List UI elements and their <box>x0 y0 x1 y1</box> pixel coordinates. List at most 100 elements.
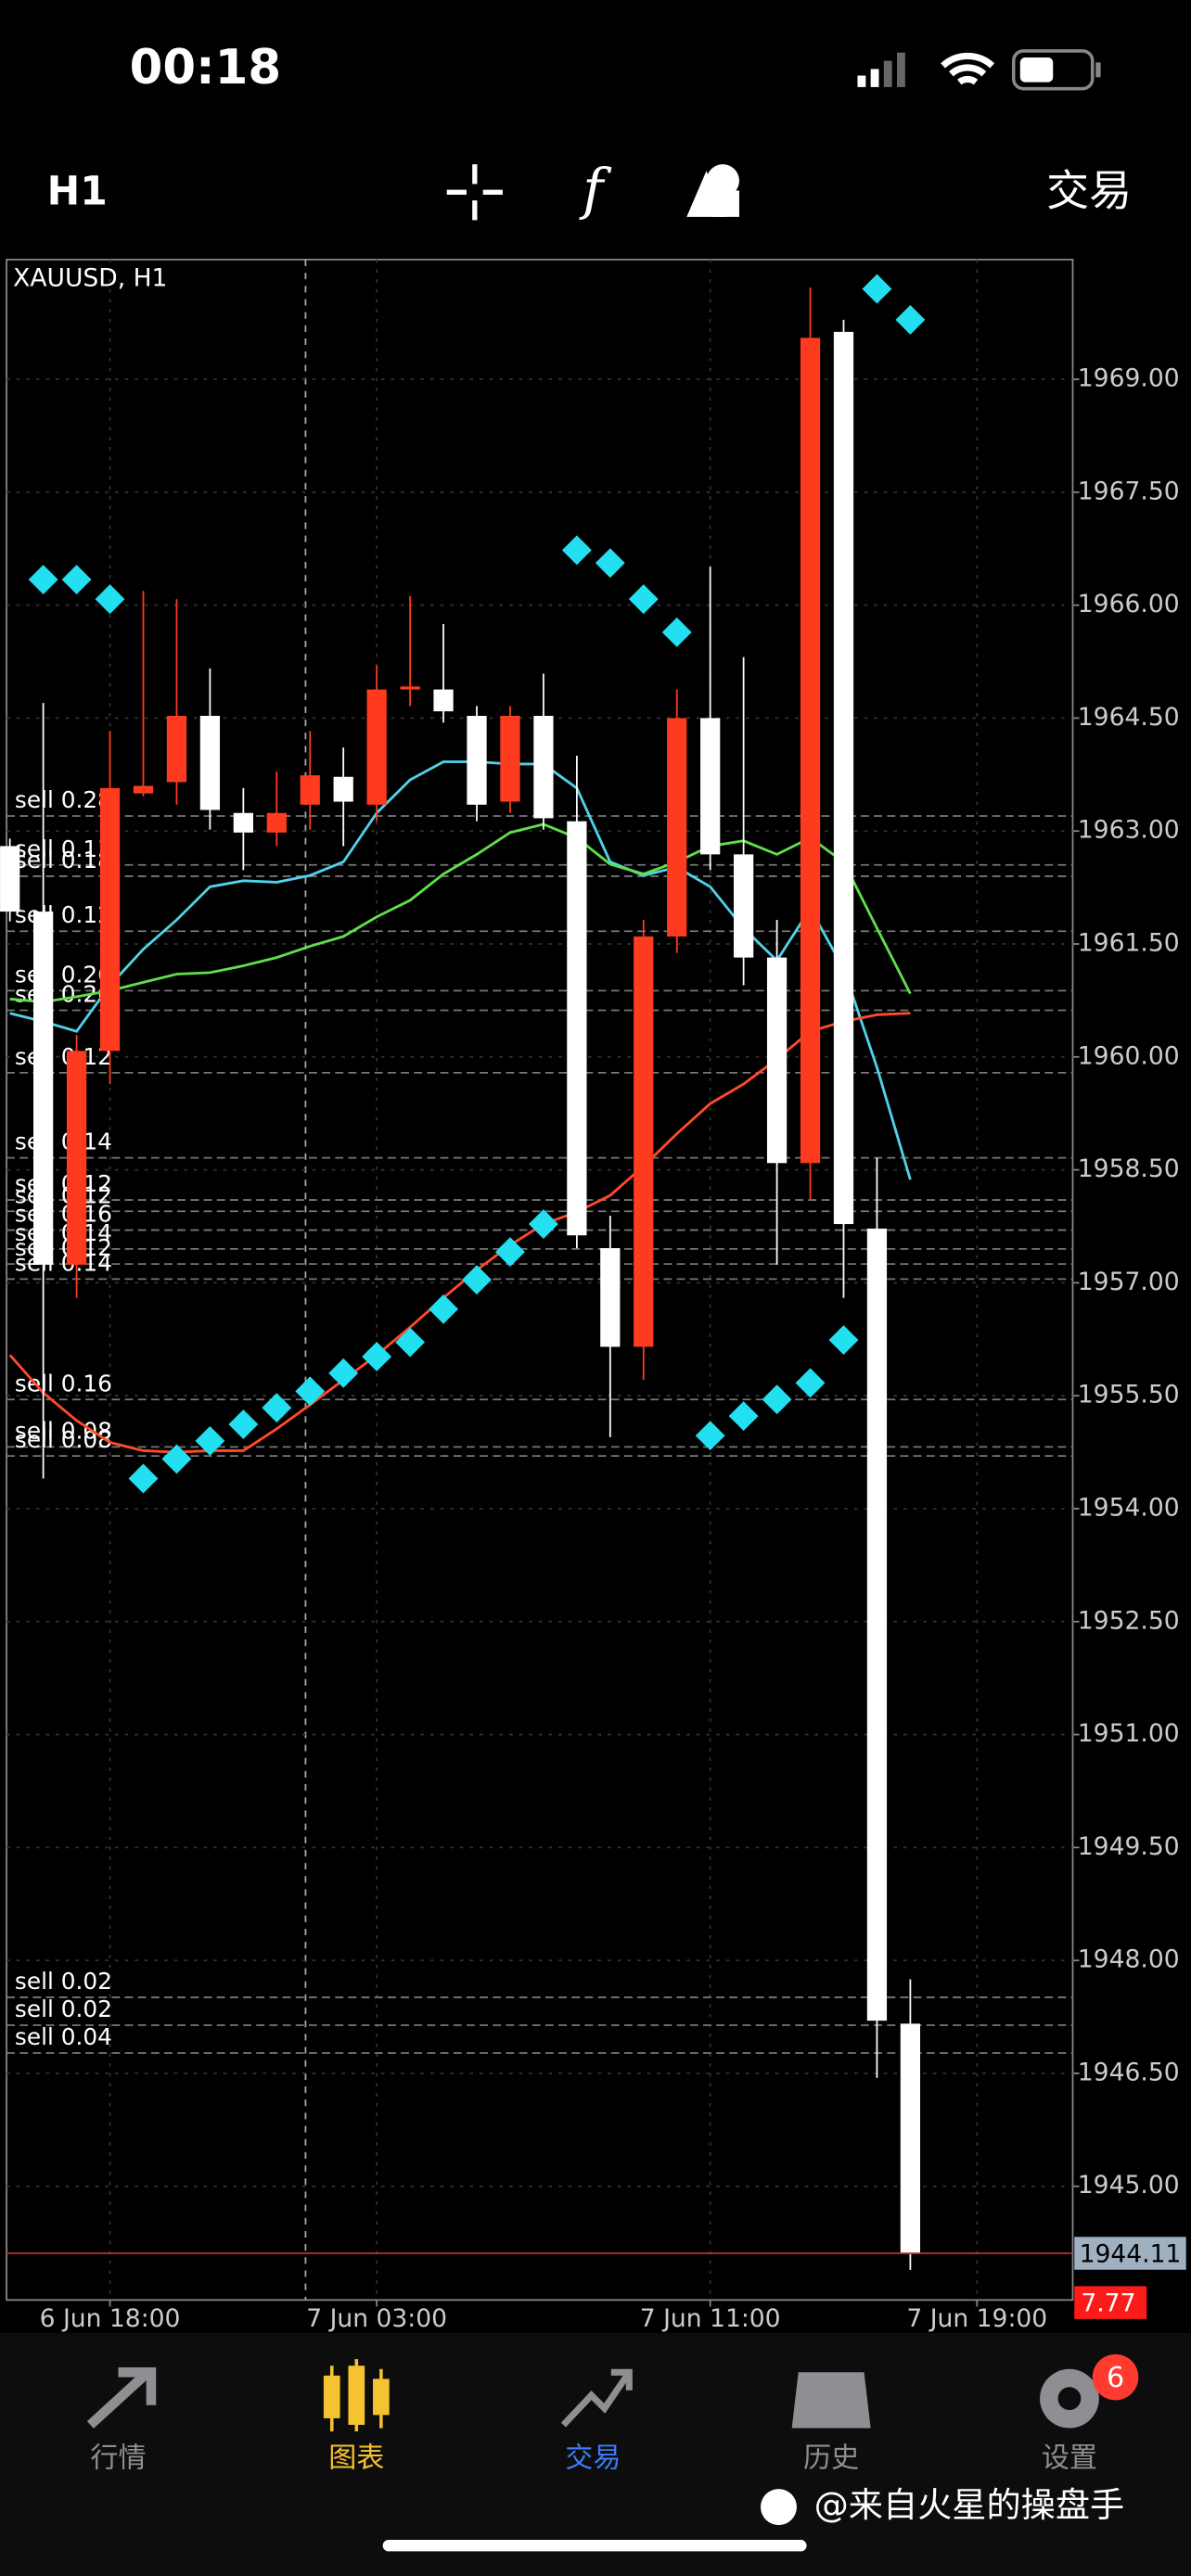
order-label: sell 0.26 <box>15 961 112 988</box>
x-tick-label: 6 Jun 18:00 <box>40 2304 181 2333</box>
sar-dot <box>728 1401 759 1432</box>
order-label: sell 0.12 <box>15 1181 112 1208</box>
x-tick-label: 7 Jun 11:00 <box>640 2304 781 2333</box>
y-tick-label: 1952.50 <box>1078 1606 1180 1635</box>
tab-label[interactable]: 行情 <box>90 2442 146 2475</box>
sar-dot <box>661 617 692 647</box>
order-label: sell 0.28 <box>15 786 112 813</box>
sar-dot <box>695 1421 725 1451</box>
y-tick-label: 1948.00 <box>1078 1945 1180 1974</box>
trade-icon[interactable] <box>560 2368 633 2428</box>
candle-body <box>199 715 221 810</box>
home-indicator <box>382 2540 807 2552</box>
order-label: sell 0.14 <box>15 1129 112 1155</box>
sar-dot <box>328 1358 359 1388</box>
sar-dot <box>828 1325 859 1356</box>
badge-count: 6 <box>1107 2362 1124 2394</box>
quotes-icon[interactable] <box>86 2366 157 2429</box>
candle-body <box>900 2023 921 2254</box>
candle-body <box>133 785 154 794</box>
order-label: sell 0.14 <box>15 1219 112 1246</box>
order-label: sell 0.12 <box>15 1234 112 1261</box>
order-label: sell 0.08 <box>15 1426 112 1453</box>
sar-dot <box>628 584 659 615</box>
sar-dot <box>128 1463 159 1494</box>
sar-dot <box>95 584 125 615</box>
order-label: sell 0.13 <box>15 835 112 862</box>
price-label: 1944.11 <box>1080 2239 1182 2268</box>
y-tick-label: 1960.00 <box>1078 1041 1180 1070</box>
order-label: sell 0.08 <box>15 1417 112 1444</box>
order-label: sell 0.14 <box>15 1249 112 1276</box>
y-tick-label: 1957.00 <box>1078 1268 1180 1296</box>
sar-dot <box>595 548 625 579</box>
tab-label[interactable]: 图表 <box>328 2442 384 2475</box>
order-label: sell 0.12 <box>15 1170 112 1197</box>
order-label: sell 0.02 <box>15 1968 112 1995</box>
order-label: sell 0.16 <box>15 1370 112 1396</box>
candle-body <box>233 812 253 833</box>
chart: 1945.00 1946.50 1948.00 1949.50 1951.00 1952.… <box>0 259 1186 2333</box>
candle-body <box>766 957 788 1164</box>
moving-average <box>9 823 912 1003</box>
tab-label[interactable]: 设置 <box>1042 2442 1097 2475</box>
status-time: 00:18 <box>130 40 281 96</box>
profit-label: 7.77 <box>1081 2289 1135 2317</box>
y-tick-label: 1949.50 <box>1078 1832 1180 1861</box>
y-tick-label: 1946.50 <box>1078 2058 1180 2086</box>
candle-body <box>166 715 187 783</box>
settings-icon[interactable] <box>1040 2368 1099 2429</box>
candle-body <box>66 1051 87 1265</box>
sar-dot <box>429 1294 459 1324</box>
candle-body <box>467 715 487 805</box>
candle-body <box>600 1248 621 1347</box>
tab-label[interactable]: 交易 <box>565 2442 621 2475</box>
objects-button[interactable] <box>686 164 739 217</box>
tab-bar <box>0 2332 1191 2576</box>
x-tick-label: 7 Jun 03:00 <box>306 2304 447 2333</box>
sar-dot <box>528 1209 558 1240</box>
sar-dot <box>895 304 926 335</box>
candle-body <box>634 936 654 1347</box>
chart-icon[interactable] <box>323 2359 390 2432</box>
candle-body <box>800 338 821 1164</box>
candle-body <box>734 854 754 958</box>
order-label: sell 0.04 <box>15 2023 112 2050</box>
candle-body <box>567 821 587 1236</box>
y-tick-label: 1951.00 <box>1078 1719 1180 1748</box>
order-label: sell 0.16 <box>15 1201 112 1228</box>
profit-box <box>1074 2286 1147 2319</box>
y-tick-label: 1966.00 <box>1078 590 1180 618</box>
chart-title: XAUUSD, H1 <box>13 264 167 293</box>
watermark-logo <box>760 2489 797 2526</box>
sar-dot <box>28 565 58 594</box>
tab-label[interactable]: 历史 <box>803 2442 859 2475</box>
timeframe-button[interactable]: H1 <box>47 170 108 215</box>
history-icon[interactable] <box>791 2372 871 2429</box>
sar-dot <box>228 1409 259 1439</box>
sar-dot <box>561 535 592 566</box>
signal-icon <box>857 52 905 87</box>
sar-dot <box>862 274 892 304</box>
crosshair-button[interactable] <box>446 164 503 221</box>
candle-body <box>533 715 554 819</box>
trade-button[interactable]: 交易 <box>1046 166 1132 216</box>
y-tick-label: 1964.50 <box>1078 703 1180 732</box>
y-tick-label: 1955.50 <box>1078 1381 1180 1409</box>
candle-body <box>266 812 287 833</box>
candle-body <box>300 775 320 805</box>
sar-dot <box>362 1342 392 1371</box>
candle-body <box>833 331 854 1225</box>
order-label: sell 0.02 <box>15 1996 112 2022</box>
y-tick-label: 1963.00 <box>1078 816 1180 845</box>
watermark: @来自火星的操盘手 <box>814 2484 1125 2525</box>
candle-body <box>500 715 520 802</box>
price-box <box>1074 2237 1186 2270</box>
candle-body <box>0 846 20 912</box>
candle-body <box>667 718 687 937</box>
order-label: sell 0.18 <box>15 847 112 874</box>
y-tick-label: 1958.50 <box>1078 1154 1180 1183</box>
